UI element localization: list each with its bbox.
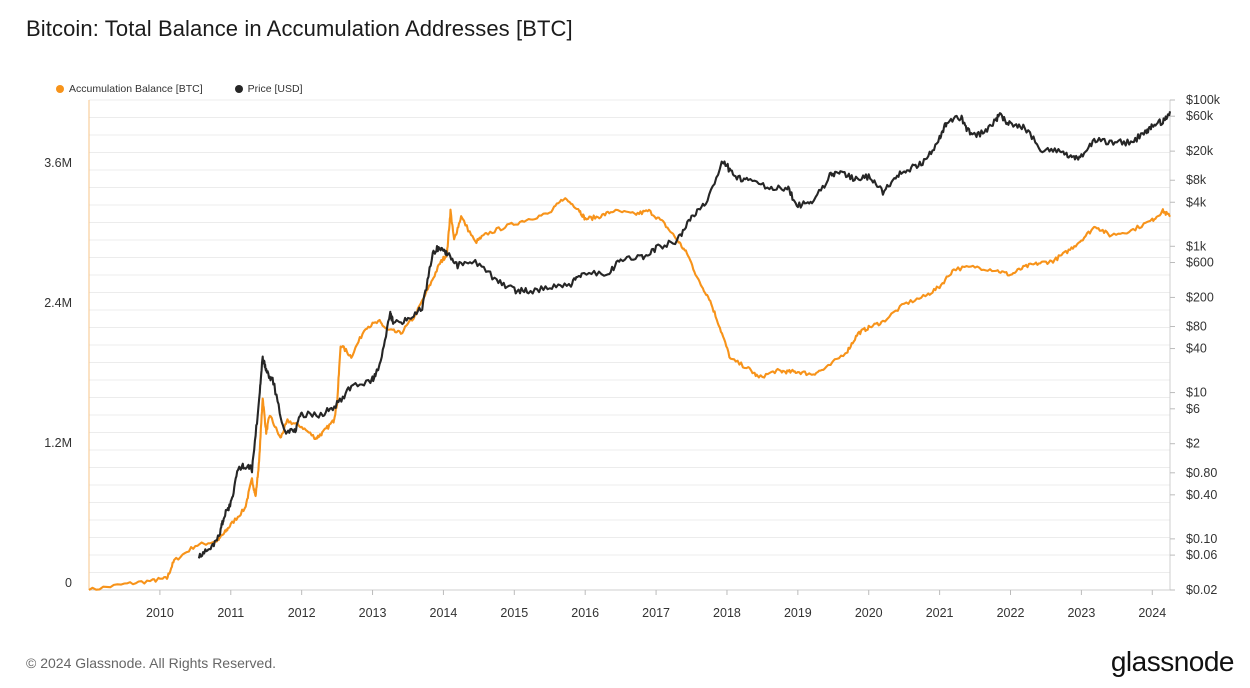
legend-dot-balance — [56, 85, 64, 93]
y-right-tick-label: $200 — [1186, 290, 1214, 304]
x-tick-label: 2021 — [926, 606, 954, 620]
x-tick-label: 2012 — [288, 606, 316, 620]
y-right-tick-label: $0.40 — [1186, 488, 1217, 502]
x-tick-label: 2023 — [1067, 606, 1095, 620]
x-tick-label: 2011 — [217, 606, 244, 620]
y-right-tick-label: $100k — [1186, 93, 1221, 107]
x-tick-label: 2014 — [430, 606, 458, 620]
y-right-tick-label: $0.80 — [1186, 466, 1217, 480]
x-tick-label: 2015 — [500, 606, 528, 620]
x-tick-label: 2013 — [359, 606, 387, 620]
glassnode-logo: glassnode — [1110, 646, 1235, 677]
y-right-tick-label: $0.02 — [1186, 583, 1217, 597]
legend-label-price: Price [USD] — [247, 83, 303, 95]
y-right-tick-label: $20k — [1186, 144, 1214, 158]
y-left-tick-label: 3.6M — [44, 156, 72, 170]
x-tick-label: 2020 — [855, 606, 883, 620]
legend-item-price[interactable]: Price [USD] — [234, 83, 303, 95]
y-right-tick-label: $0.06 — [1186, 548, 1217, 562]
x-tick-label: 2017 — [642, 606, 670, 620]
y-left-tick-label: 0 — [65, 576, 72, 590]
x-axis-ticks: 2010 2011 2012 2013 2014 2015 2016 2017 2018 2019… — [146, 590, 1166, 620]
series-line-accumulation-balance — [88, 197, 1171, 591]
copyright-footer: © 2024 Glassnode. All Rights Reserved. — [26, 655, 277, 671]
y-right-tick-label: $8k — [1186, 173, 1207, 187]
y-right-tick-label: $6 — [1186, 402, 1200, 416]
y-right-tick-label: $60k — [1186, 109, 1214, 123]
x-tick-label: 2016 — [571, 606, 599, 620]
y-right-tick-label: $40 — [1186, 342, 1207, 356]
y-right-tick-label: $0.10 — [1186, 532, 1217, 546]
y-right-tick-label: $10 — [1186, 386, 1207, 400]
legend-dot-price — [234, 85, 243, 93]
x-tick-label: 2019 — [784, 606, 812, 620]
legend-label-balance: Accumulation Balance [BTC] — [69, 83, 203, 95]
y-left-tick-label: 1.2M — [44, 436, 72, 450]
x-tick-label: 2022 — [997, 606, 1025, 620]
y-left-tick-label: 2.4M — [44, 296, 72, 310]
y-right-tick-label: $600 — [1186, 256, 1214, 270]
x-tick-label: 2024 — [1138, 606, 1166, 620]
chart-title: Bitcoin: Total Balance in Accumulation A… — [26, 16, 573, 41]
y-right-tick-label: $80 — [1186, 320, 1207, 334]
chart-legend: Accumulation Balance [BTC] Price [USD] — [56, 83, 303, 95]
y-right-tick-label: $2 — [1186, 437, 1200, 451]
series-line-price — [197, 111, 1172, 559]
legend-item-balance[interactable]: Accumulation Balance [BTC] — [56, 83, 203, 95]
y-right-axis: $100k $60k $20k $8k $4k $1k $600 $200 $80 $40 $10 $… — [1170, 93, 1221, 597]
y-left-axis: 0 1.2M 2.4M 3.6M — [44, 156, 72, 590]
grid-lines — [89, 99, 1170, 591]
x-tick-label: 2010 — [146, 606, 174, 620]
x-tick-label: 2018 — [713, 606, 741, 620]
y-right-tick-label: $1k — [1186, 239, 1207, 253]
y-right-tick-label: $4k — [1186, 195, 1207, 209]
